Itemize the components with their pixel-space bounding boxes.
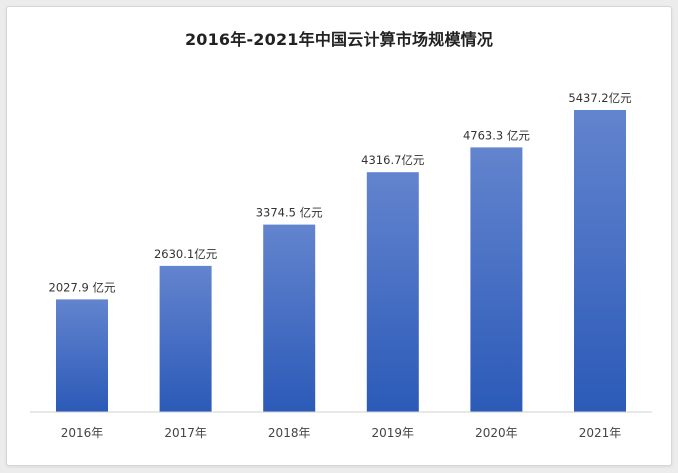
x-tick-label-1: 2017年 [164, 426, 207, 440]
data-label-5: 5437.2亿元 [568, 91, 632, 105]
chart-title: 2016年-2021年中国云计算市场规模情况 [184, 30, 494, 49]
x-tick-label-3: 2019年 [372, 426, 415, 440]
bar-0 [56, 299, 108, 412]
x-tick-label-2: 2018年 [268, 426, 311, 440]
x-tick-label-5: 2021年 [579, 426, 622, 440]
data-label-0: 2027.9 亿元 [49, 280, 116, 294]
bar-2 [263, 224, 316, 412]
bar-5 [574, 110, 626, 412]
x-tick-label-4: 2020年 [475, 426, 518, 440]
data-label-2: 3374.5 亿元 [256, 206, 323, 220]
bar-4 [470, 147, 523, 412]
chart-card [6, 6, 672, 466]
x-tick-label-0: 2016年 [61, 426, 104, 440]
data-label-1: 2630.1亿元 [154, 247, 218, 261]
bar-1 [159, 265, 212, 412]
bar-3 [366, 172, 419, 412]
data-label-3: 4316.7亿元 [361, 153, 425, 167]
x-tick-labels-group: 2016年 2017年 2018年 2019年 2020年 2021年 [61, 426, 622, 440]
data-labels-group: 2027.9 亿元 2630.1亿元 3374.5 亿元 4316.7亿元 4763.3… [49, 91, 633, 294]
data-label-4: 4763.3 亿元 [463, 128, 530, 142]
bars-group [56, 110, 626, 412]
